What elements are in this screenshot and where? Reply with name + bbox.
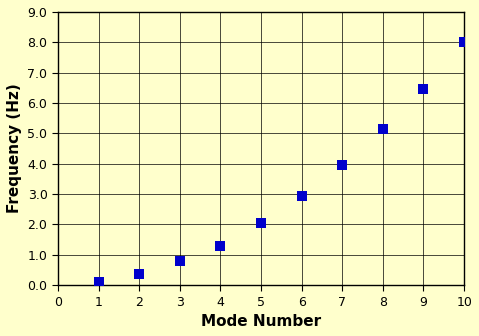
Point [95,279,103,285]
Point [298,193,306,198]
Point [257,220,265,225]
Point [379,126,387,131]
Point [136,272,143,277]
X-axis label: Mode Number: Mode Number [201,314,321,329]
Point [339,163,346,168]
Point [217,243,224,248]
Y-axis label: Frequency (Hz): Frequency (Hz) [7,84,22,213]
Point [420,87,427,92]
Point [460,40,468,45]
Point [176,258,183,263]
